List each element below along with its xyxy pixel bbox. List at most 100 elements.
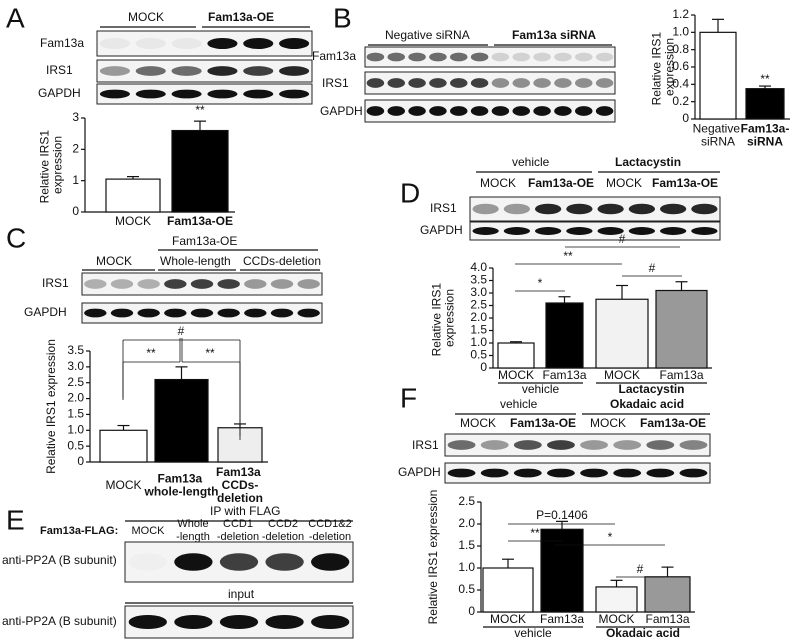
annotation: ** [146,346,156,360]
error-bar [661,566,674,577]
y-tick-label: 0.2 [672,94,689,108]
y-tick-label: 1 [72,173,79,187]
blot-band [679,468,708,478]
y-tick-label: 0 [77,454,84,468]
x-tick-label: Fam13a [645,612,689,626]
annotation: ** [563,249,573,263]
blot-band [366,106,385,116]
y-tick-label: 2.0 [67,391,84,405]
blot-band [646,440,675,450]
blot-band [512,106,530,116]
blot-band [660,203,687,215]
blot-band [691,227,718,235]
blot-frame [96,83,313,105]
blot-band [535,227,562,235]
bar [497,342,535,369]
blot-band [470,106,489,116]
blot-band [597,227,624,235]
row-label: Fam13a [312,49,356,63]
row-label: Fam13a [40,36,84,50]
blot-band [243,38,274,49]
bar [595,586,638,613]
blot-band [513,440,542,450]
group-label: Lactacystin [618,382,684,396]
blot-band [472,227,499,235]
error-bar [556,520,568,530]
group-label: vehicle [514,626,552,640]
x-tick-label: Fam13a-siRNA [741,122,790,149]
blot-band [595,78,614,88]
row-label: IRS1 [322,76,349,90]
error-bar [712,18,724,33]
blot-band [135,66,166,76]
blot-band [164,308,187,318]
row-label: IRS1 [412,438,439,452]
annotation: # [637,562,644,576]
blot-frame [364,71,616,95]
blot-band [447,468,476,478]
blot-band [265,553,304,571]
x-tick-label: Fam13a [659,368,703,382]
y-axis-label: Relative IRS1 expression [430,280,457,357]
blot-band [171,89,202,99]
blot-band [470,78,489,88]
y-tick-label: 3.0 [470,285,487,299]
error-bar [510,341,522,343]
y-tick-label: 0.6 [672,59,689,73]
blot-frame [364,46,616,68]
blot-band [219,614,259,630]
y-tick-label: 3.5 [67,343,84,357]
x-tick-label: Fam13a [542,368,586,382]
bar [171,129,229,213]
annotation: * [538,276,543,290]
blot-band [366,52,385,62]
y-tick-label: 0 [72,204,79,218]
blot-band [595,106,614,116]
y-axis-label: Relative IRS1 expression [650,29,677,106]
group-label: vehicle [522,382,560,396]
lane-label: -length [176,531,210,543]
blot-band [99,89,130,99]
y-tick-label: 1.0 [67,422,84,436]
lane-label: MOCK [606,176,642,190]
lane-label: -deletion [262,531,304,543]
blot-band [691,203,718,215]
bar [644,576,691,613]
y-tick-label: 0 [468,604,475,618]
lane-label: MOCK [132,525,166,537]
blot-band [137,279,160,289]
blot-band [480,468,509,478]
blot-band [297,279,320,289]
annotation: P=0.1406 [536,508,588,522]
error-bar [558,296,571,303]
blot-band [533,106,551,116]
lane-label: Fam13a-OE [208,10,274,24]
blot-band [387,106,405,116]
lane-label: -deletion [309,531,351,543]
blot-band [164,279,187,289]
blot-band [575,78,593,88]
y-tick-label: 0 [682,111,689,125]
annotation: ** [530,526,540,540]
blot-band [575,106,593,116]
bar [99,429,148,463]
blot-band [366,78,385,88]
x-tick-label: MOCK [490,612,526,626]
blot-band [628,203,655,215]
panel-letter: C [6,222,26,253]
lane-label: Fam13a-OE [172,234,237,248]
y-tick-label: 1.5 [458,538,475,552]
bar [745,88,785,120]
error-bar [502,558,514,568]
bar [217,427,263,463]
blot-band [99,38,130,49]
y-axis-label: Relative IRS1 expression [38,127,65,204]
blot-band [171,38,202,49]
blot-band [244,279,267,289]
blot-band [311,614,350,630]
blot-band [279,66,310,76]
blot-band [297,308,320,318]
blot-band [135,38,166,49]
y-tick-label: 3 [72,110,79,124]
y-tick-label: 1.0 [672,25,689,39]
